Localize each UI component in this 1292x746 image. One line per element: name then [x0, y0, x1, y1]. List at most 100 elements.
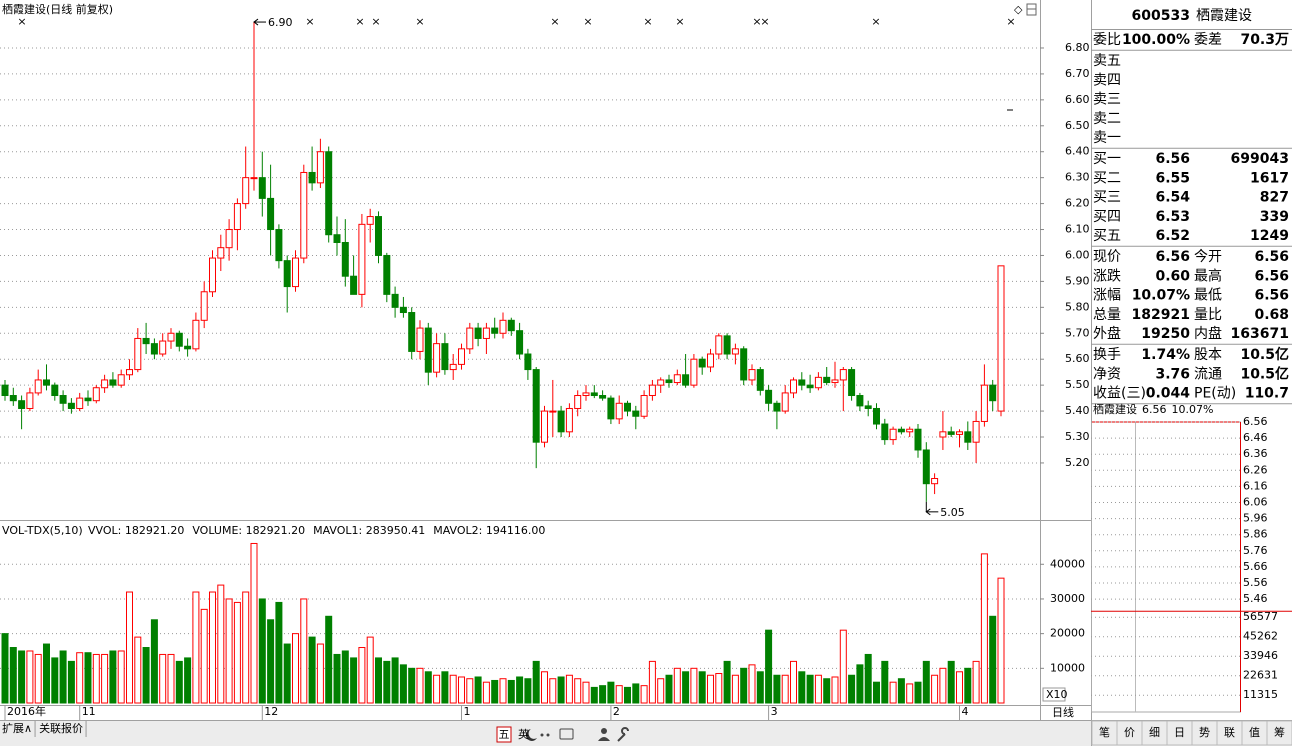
volume-bar: [607, 681, 615, 704]
event-marker: ×: [643, 15, 652, 28]
volume-bar: [657, 678, 665, 704]
y-tick-label: 6.10: [1065, 223, 1090, 236]
field-value: 0.68: [1254, 307, 1289, 323]
candle-body: [399, 306, 407, 314]
bottom-tab[interactable]: 扩展∧: [2, 721, 32, 735]
volume-bar: [341, 650, 349, 704]
field-value: 6.54: [1155, 190, 1190, 206]
candle-body: [109, 379, 117, 386]
candle-body: [574, 395, 582, 409]
tab[interactable]: [1141, 720, 1168, 746]
candle-body: [134, 337, 142, 371]
candle-body: [383, 254, 391, 295]
candle-body: [300, 171, 308, 259]
icon-diamond[interactable]: ◇: [1014, 3, 1023, 16]
field-label: 卖三: [1093, 92, 1121, 108]
event-marker: ×: [305, 15, 314, 28]
candle-body: [939, 431, 947, 438]
event-marker: ×: [675, 15, 684, 28]
volume-bar: [715, 673, 723, 704]
candle-body: [101, 379, 109, 389]
tab-label[interactable]: 联: [1224, 726, 1235, 739]
wrench-icon[interactable]: [617, 727, 629, 742]
intraday-volume: 33946: [1243, 649, 1278, 662]
volume-bar: [765, 629, 773, 704]
candle-body: [433, 343, 441, 373]
tab[interactable]: [1216, 720, 1243, 746]
candle-body: [806, 384, 814, 389]
volume-bar: [458, 676, 465, 704]
tab[interactable]: [1241, 720, 1268, 746]
field-value: 6.55: [1155, 170, 1190, 186]
tab-label[interactable]: 势: [1199, 726, 1210, 739]
event-marker: ×: [583, 15, 592, 28]
candle-body: [790, 379, 797, 394]
volume-bar: [790, 660, 797, 704]
tab-label[interactable]: 日: [1174, 726, 1185, 739]
field-value: 委差: [1194, 32, 1222, 48]
tab[interactable]: [1266, 720, 1292, 746]
field-value: 股本: [1194, 347, 1222, 363]
volume-bar: [698, 671, 706, 704]
candle-body: [972, 420, 980, 443]
annotation-label: 5.05: [940, 506, 965, 519]
volume-bar: [333, 653, 341, 704]
volume-bar: [366, 636, 374, 704]
field-value: 6.52: [1155, 228, 1190, 244]
volume-bar: [167, 653, 175, 704]
candle-body: [1, 384, 9, 397]
moon-icon[interactable]: [525, 729, 537, 741]
bottom-tab[interactable]: 关联报价: [39, 721, 83, 735]
candle-body: [964, 431, 972, 443]
legend-entry: VOLUME: 182921.20: [192, 524, 305, 537]
y-tick-label: 5.80: [1065, 300, 1090, 313]
volume-bar: [565, 674, 573, 704]
field-value: 0.044: [1146, 386, 1191, 402]
field-value: 6.53: [1155, 209, 1190, 225]
field-label: 净资: [1093, 366, 1121, 382]
period-label[interactable]: 日线: [1052, 705, 1074, 719]
volume-bar: [233, 601, 241, 704]
volume-bar: [624, 686, 631, 704]
intraday-price: 6.36: [1243, 447, 1268, 460]
candle-body: [142, 337, 150, 345]
event-marker: ×: [17, 15, 26, 28]
user-icon[interactable]: [601, 728, 607, 734]
intraday-price: 5.66: [1243, 560, 1268, 573]
keyboard-icon[interactable]: [559, 728, 574, 740]
candle-body: [831, 379, 839, 384]
volume-bar: [175, 660, 183, 704]
candle-body: [615, 402, 623, 420]
tab-label[interactable]: 细: [1149, 726, 1160, 739]
candle-body: [150, 343, 158, 355]
tab[interactable]: [1116, 720, 1143, 746]
candle-body: [76, 397, 84, 409]
volume-bar: [26, 650, 34, 704]
candle-body: [466, 327, 474, 350]
toolbar-item: 英: [518, 727, 529, 741]
field-value: 6.56: [1254, 249, 1289, 265]
event-marker: ×: [871, 15, 880, 28]
candle-body: [43, 379, 50, 386]
volume-bar: [532, 660, 540, 704]
candle-body: [848, 369, 856, 397]
tab-label[interactable]: 价: [1124, 726, 1135, 739]
dots-icon[interactable]: [546, 733, 550, 737]
dots-icon[interactable]: [540, 733, 544, 737]
tab-label[interactable]: 笔: [1099, 725, 1110, 739]
candle-body: [250, 177, 258, 180]
tab-label[interactable]: 值: [1249, 726, 1260, 739]
field-label: 卖五: [1093, 53, 1121, 69]
candle-body: [242, 177, 250, 205]
tab-label[interactable]: 筹: [1274, 725, 1285, 739]
candle-body: [632, 410, 640, 417]
intraday-header: 栖霞建设: [1093, 402, 1137, 416]
tab[interactable]: [1091, 720, 1118, 746]
candle-body: [648, 384, 656, 397]
volume-bar: [665, 674, 673, 704]
tab[interactable]: [1166, 720, 1193, 746]
candle-body: [9, 395, 17, 402]
volume-bar: [283, 643, 291, 704]
volume-bar: [980, 553, 988, 704]
